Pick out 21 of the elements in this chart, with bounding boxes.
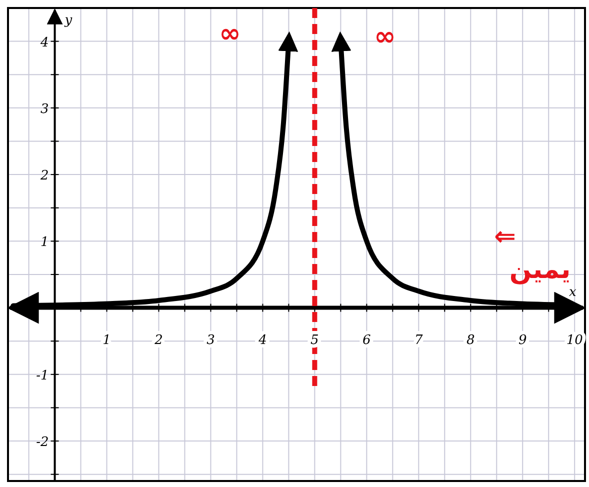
annotation: ⇐ (494, 222, 516, 252)
y-axis-title: y (64, 13, 73, 28)
y-tick-label: 3 (40, 102, 49, 117)
y-tick-label: 4 (40, 35, 49, 50)
y-tick-label: 2 (40, 168, 49, 184)
x-tick-label: 9 (518, 332, 527, 348)
y-tick-label: 1 (40, 235, 49, 250)
x-tick-label: 7 (414, 332, 424, 348)
x-tick-label: 2 (154, 332, 163, 348)
annotation: ∞ (219, 19, 241, 49)
y-tick-label: -1 (36, 368, 49, 384)
x-tick-label: 8 (466, 332, 475, 348)
x-tick-label: 3 (206, 332, 215, 348)
x-tick-label: 1 (102, 332, 111, 348)
x-tick-label: 10 (566, 332, 583, 348)
y-tick-label: -2 (36, 435, 49, 450)
x-tick-label: 6 (362, 332, 371, 348)
x-tick-label: 4 (258, 332, 267, 348)
annotation: ∞ (374, 22, 396, 52)
annotation: يمين (509, 255, 571, 285)
x-axis-title: x (569, 284, 577, 300)
